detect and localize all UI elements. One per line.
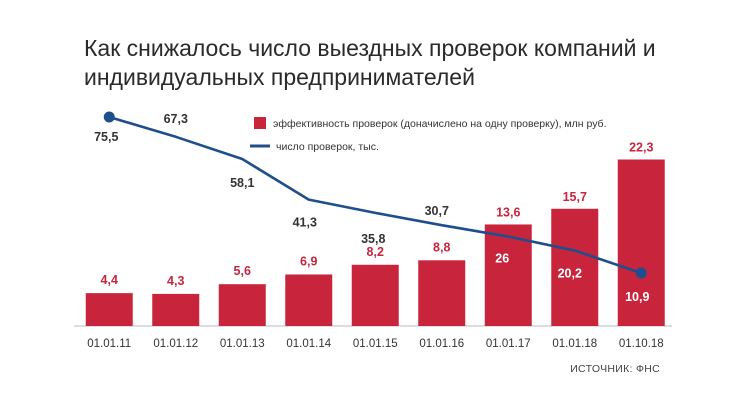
bar-01.01.18 [551,208,599,326]
line-value-label: 58,1 [230,176,254,190]
chart-title: Как снижалось число выездных проверок ко… [84,35,656,90]
x-tick-label: 01.01.14 [286,338,331,350]
line-end-marker [635,267,647,279]
bar-value-label: 8,8 [433,240,450,254]
line-series-checks [108,115,642,275]
line-value-label: 20,2 [558,267,582,281]
bar-01.01.14 [285,274,333,326]
line-value-label: 67,3 [164,112,188,126]
x-tick-label: 01.01.17 [486,338,531,350]
x-tick-label: 01.10.18 [619,338,664,350]
bar-01.01.15 [351,264,399,326]
line-value-label: 30,7 [425,204,449,218]
line-value-label: 26 [495,252,509,266]
x-tick-label: 01.01.16 [419,338,464,350]
x-tick-label: 01.01.12 [153,338,198,350]
bar-01.10.18 [617,159,665,326]
bar-01.01.17 [484,224,532,326]
x-tick-label: 01.01.13 [220,338,265,350]
line-value-label: 35,8 [361,232,385,246]
bar-01.01.11 [85,293,133,326]
legend-bar-marker [254,117,266,129]
x-tick-label: 01.01.15 [353,338,398,350]
bar-value-label: 8,2 [367,245,384,259]
bar-01.01.16 [418,260,466,326]
legend-line-label: число проверок, тыс. [276,141,379,153]
bar-value-label: 4,3 [167,274,184,288]
x-tick-label: 01.01.11 [87,338,131,350]
bar-value-label: 22,3 [629,141,653,155]
source-note: ИСТОЧНИК: ФНС [570,363,660,375]
bar-value-label: 13,6 [496,205,520,219]
line-value-label: 10,9 [625,290,649,304]
bar-01.01.12 [152,293,200,326]
bar-value-label: 15,7 [563,190,587,204]
bar-01.01.13 [218,284,266,326]
legend-bar-label: эффективность проверок (доначислено на о… [273,118,607,130]
x-tick-label: 01.01.18 [552,338,597,350]
line-start-marker [103,111,115,123]
line-value-label: 75,5 [94,130,118,144]
line-value-label: 41,3 [293,216,317,230]
bar-value-label: 5,6 [234,264,251,278]
bar-value-label: 4,4 [101,273,118,287]
bar-value-label: 6,9 [300,254,317,268]
